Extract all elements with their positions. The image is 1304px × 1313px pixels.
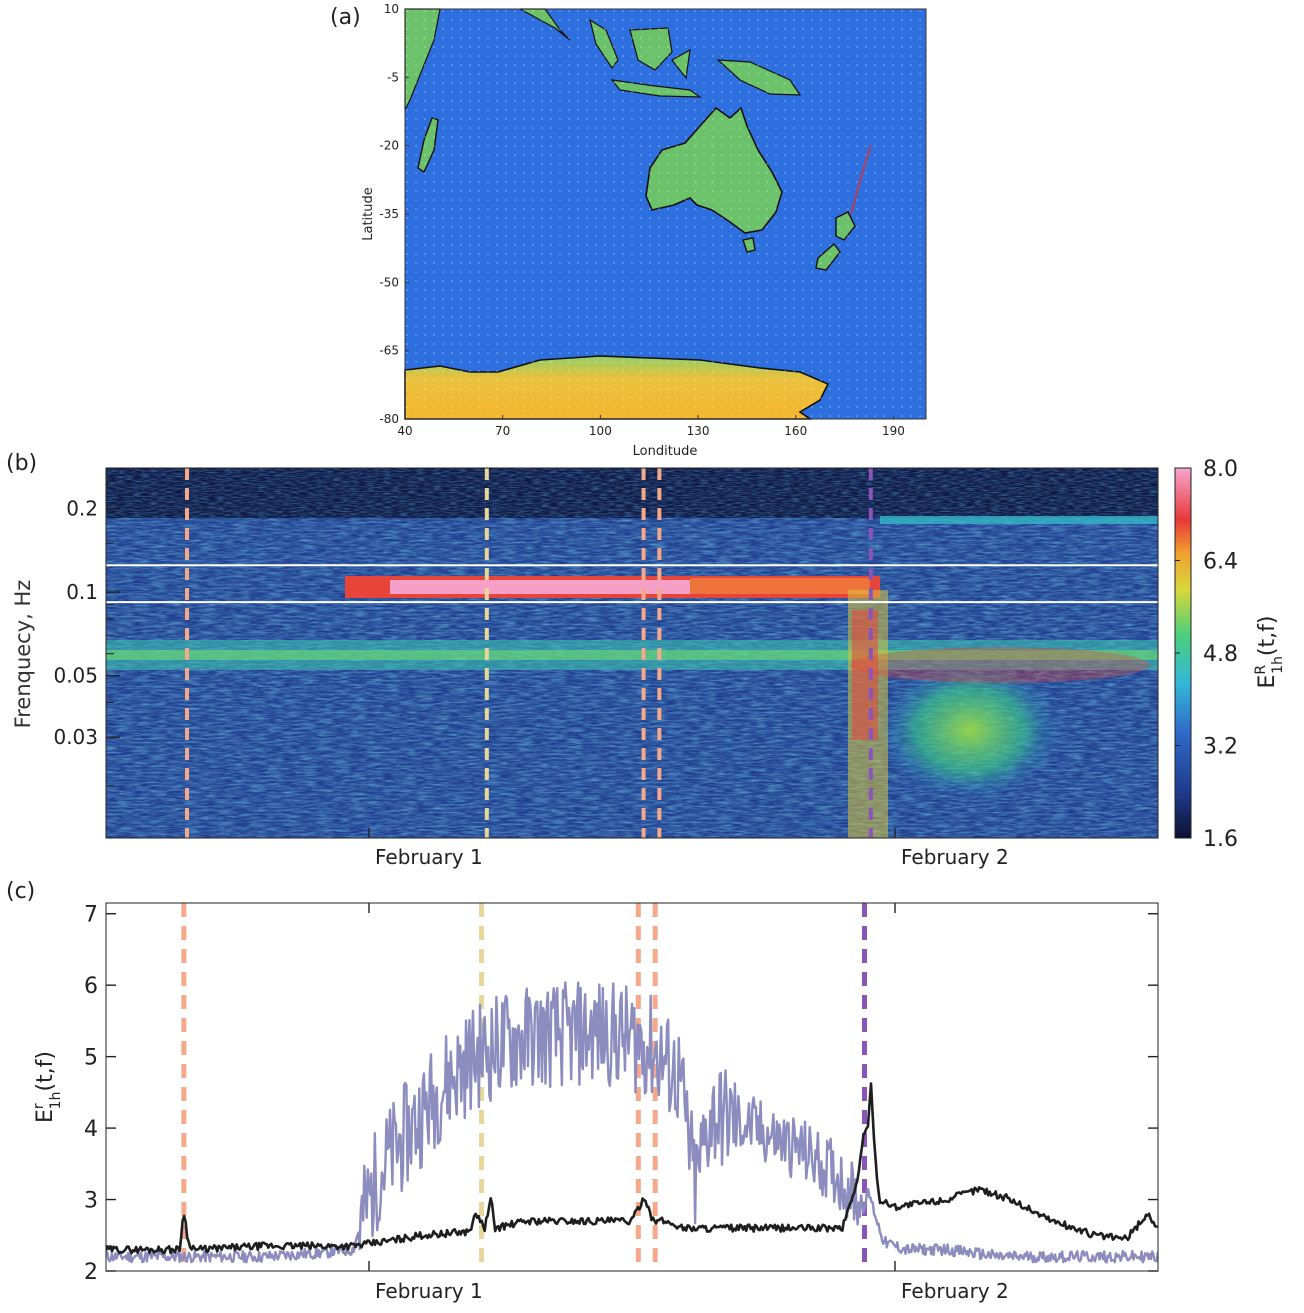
broadband-burst-core bbox=[852, 610, 878, 740]
timeseries-x-ticks: February 1 February 2 bbox=[368, 903, 1009, 1303]
timeseries-y-tick-label: 3 bbox=[84, 1189, 98, 1214]
frequency-band-lines bbox=[106, 564, 1158, 604]
colorbar-tick-label: 6.4 bbox=[1203, 550, 1238, 575]
hot-band-01-fade bbox=[690, 578, 870, 594]
timeseries-x-tick-label: February 1 bbox=[375, 1279, 483, 1303]
timeseries-y-ticks: 7 6 5 4 3 2 bbox=[84, 903, 1158, 1285]
map-y-tick-label: -50 bbox=[379, 275, 399, 289]
map-y-tick-label: -20 bbox=[379, 139, 399, 153]
timeseries-y-tick-label: 7 bbox=[84, 903, 98, 928]
series-dark-line bbox=[106, 1082, 1158, 1255]
map-y-axis-label: Latitude bbox=[361, 187, 376, 241]
colorbar-label-tail: (t,f) bbox=[1255, 616, 1280, 657]
timeseries-y-tick-label: 2 bbox=[84, 1260, 98, 1285]
timeseries-y-label-sup: r bbox=[31, 1103, 47, 1109]
spectrogram-x-tick-label: February 1 bbox=[375, 845, 483, 869]
timeseries-y-label-e: E bbox=[33, 1109, 58, 1123]
timeseries-y-tick-label: 6 bbox=[84, 974, 98, 999]
map-y-ticks: 10 -5 -20 -35 -50 -65 -80 bbox=[379, 2, 409, 426]
timeseries-panel: 7 6 5 4 3 2 February 1 February 2 Er1h(t,f) bbox=[31, 902, 1159, 1303]
swell-band-005-core bbox=[106, 650, 1158, 660]
hot-band-01-core bbox=[390, 580, 690, 594]
map-grid-dots bbox=[405, 9, 926, 419]
timeseries-y-label-tail: (t,f) bbox=[33, 1051, 58, 1092]
timeseries-x-tick-label: February 2 bbox=[901, 1279, 1009, 1303]
map-x-tick-label: 100 bbox=[589, 424, 612, 438]
spectrogram-panel: 0.2 0.1 0.05 0.03 February 1 February 2 Fren… bbox=[11, 457, 1286, 869]
spectrogram-y-ticks: 0.2 0.1 0.05 0.03 bbox=[53, 481, 120, 787]
spectrogram-y-tick-label: 0.2 bbox=[66, 497, 98, 521]
map-y-tick-label: -5 bbox=[387, 70, 399, 84]
colorbar-label-e: E bbox=[1255, 675, 1280, 689]
spectrogram-event-markers bbox=[185, 468, 873, 838]
map-x-tick-label: 190 bbox=[882, 424, 905, 438]
spectrogram-x-ticks: February 1 February 2 bbox=[368, 828, 1009, 869]
spectrogram-frame bbox=[105, 467, 1159, 839]
spectrogram-x-tick-label: February 2 bbox=[901, 845, 1009, 869]
colorbar-label: ER1h(t,f) bbox=[1253, 616, 1286, 689]
map-y-tick-label: -65 bbox=[379, 344, 399, 358]
colorbar-tick-label: 4.8 bbox=[1203, 642, 1238, 667]
timeseries-y-tick-label: 5 bbox=[84, 1046, 98, 1071]
timeseries-event-markers bbox=[181, 903, 867, 1271]
spectrogram-y-axis-label: Frenquecy, Hz bbox=[11, 580, 35, 729]
energy-blob-2 bbox=[850, 647, 1150, 683]
map-x-tick-label: 70 bbox=[495, 424, 510, 438]
spectrogram-y-tick-label: 0.05 bbox=[53, 664, 98, 688]
spectrogram-y-tick-label: 0.1 bbox=[66, 580, 98, 604]
spectrogram-y-tick-label: 0.03 bbox=[53, 725, 98, 749]
storm-track bbox=[850, 145, 872, 215]
panel-b-label: (b) bbox=[6, 451, 37, 476]
band-02-late bbox=[880, 516, 1158, 524]
map-x-tick-label: 130 bbox=[687, 424, 710, 438]
timeseries-frame bbox=[105, 902, 1159, 1272]
energy-blob bbox=[880, 660, 1060, 800]
map-y-tick-label: -80 bbox=[379, 412, 399, 426]
map-x-axis-label: Londitude bbox=[633, 444, 698, 459]
colorbar-label-sub: 1h bbox=[1270, 656, 1286, 674]
map-x-ticks: 40 70 100 130 160 190 bbox=[397, 415, 905, 438]
timeseries-y-label-sub: 1h bbox=[48, 1092, 64, 1110]
map-x-tick-label: 160 bbox=[784, 424, 807, 438]
map-y-tick-label: -35 bbox=[379, 207, 399, 221]
colorbar-tick-label: 8.0 bbox=[1203, 457, 1238, 482]
map-y-tick-label: 10 bbox=[384, 2, 399, 16]
timeseries-y-tick-label: 4 bbox=[84, 1117, 98, 1142]
timeseries-y-axis-label: Er1h(t,f) bbox=[31, 1051, 64, 1123]
colorbar-ticks: 8.0 6.4 4.8 3.2 1.6 bbox=[1175, 457, 1238, 852]
panel-c-label: (c) bbox=[6, 879, 35, 904]
colorbar-tick-label: 3.2 bbox=[1203, 735, 1238, 760]
series-light-line bbox=[106, 981, 1158, 1264]
colorbar-tick-label: 1.6 bbox=[1203, 827, 1238, 852]
map-panel: 40 70 100 130 160 190 10 -5 -20 -35 -50 -65 -80 Lon… bbox=[361, 2, 927, 459]
colorbar-label-sup: R bbox=[1253, 665, 1269, 675]
panel-a-label: (a) bbox=[330, 5, 361, 30]
map-x-tick-label: 40 bbox=[397, 424, 412, 438]
